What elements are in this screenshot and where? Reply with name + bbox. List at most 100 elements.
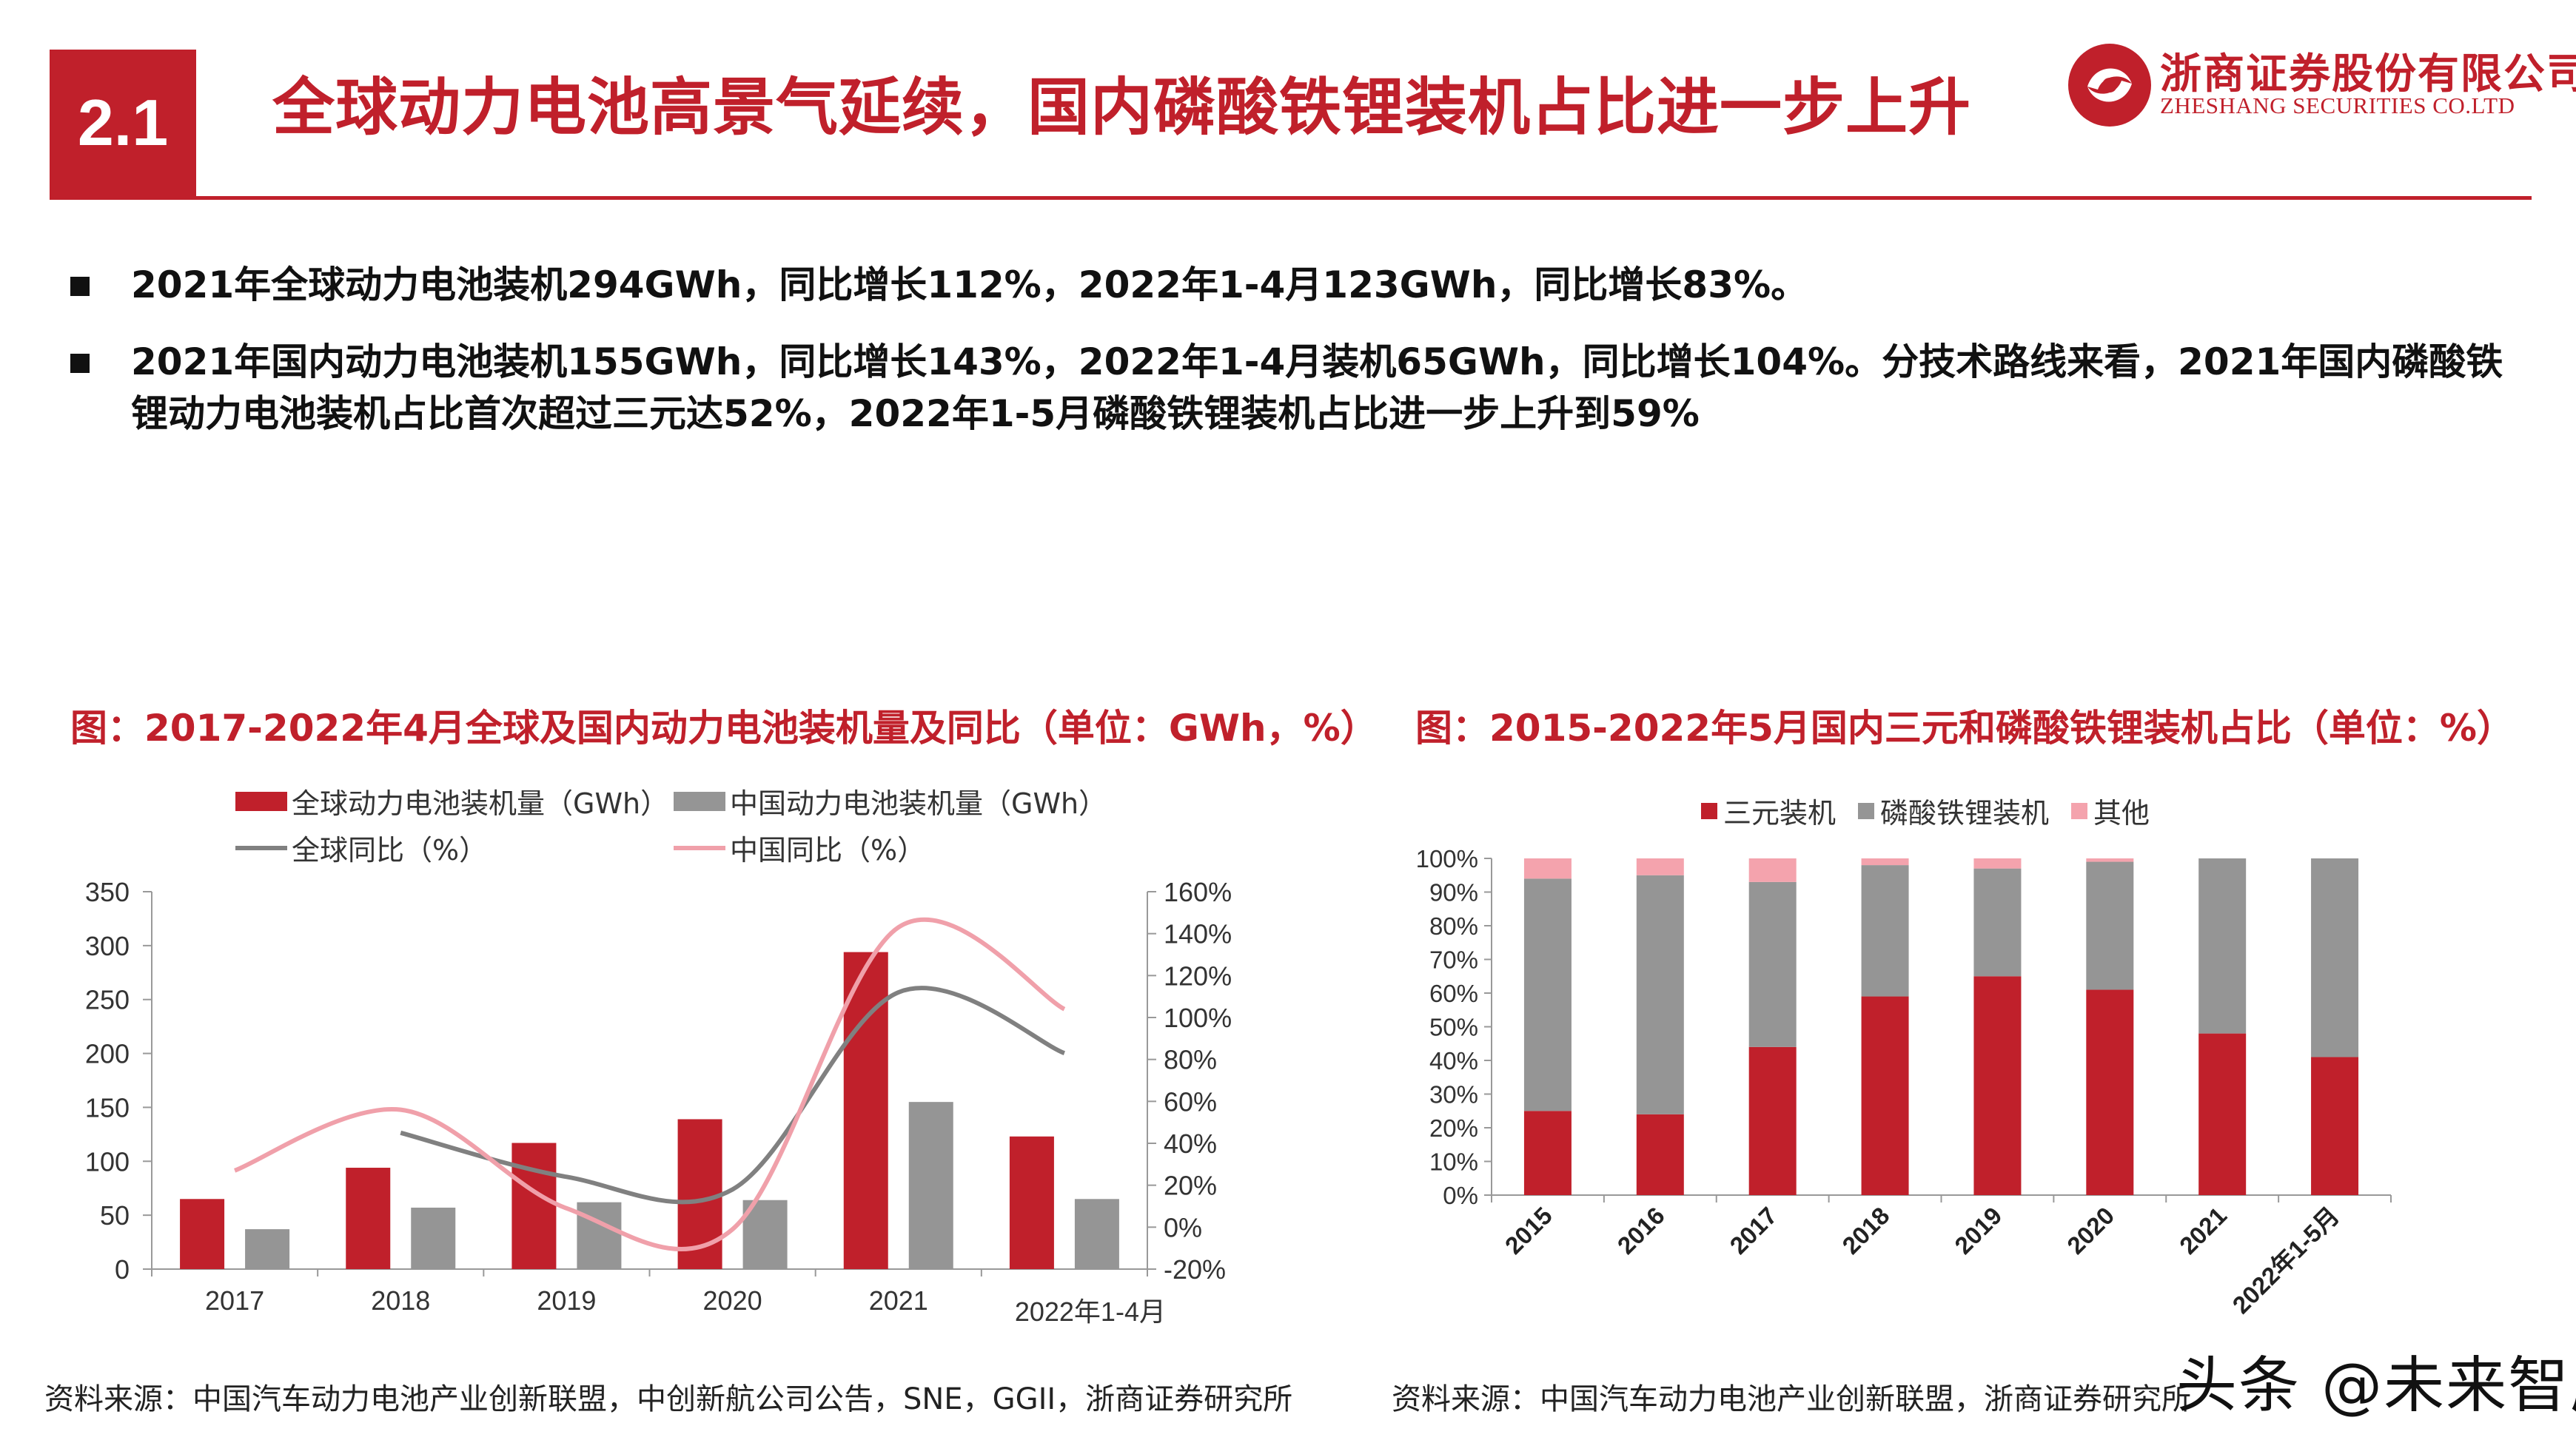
- stacked-bar-segment: [2198, 858, 2247, 1034]
- bullet-square-icon: [70, 277, 90, 296]
- stacked-bar-segment: [1636, 858, 1684, 875]
- legend-swatch: [1858, 802, 1874, 819]
- bullet-square-icon: [70, 354, 90, 373]
- stacked-bar-segment: [1748, 858, 1797, 882]
- right-stacked-chart: 0% 10% 20% 30% 40% 50% 60% 70% 80% 90% 100% 2015 201…: [1416, 845, 2392, 1319]
- x-tick-label: 2018: [1837, 1202, 1894, 1259]
- page-title: 全球动力电池高景气延续，国内磷酸铁锂装机占比进一步上升: [272, 71, 1972, 144]
- logo-company-name-cn: 浙商证券股份有限公司: [2160, 50, 2576, 98]
- y2-tick-label: 100%: [1164, 1003, 1232, 1033]
- stacked-bar-segment: [2311, 858, 2359, 1057]
- stacked-bar-segment: [2086, 858, 2134, 862]
- stacked-bar-segment: [1973, 868, 2022, 977]
- x-tick-label: 2019: [537, 1285, 596, 1316]
- bar: [180, 1199, 225, 1269]
- y-tick-label: 50: [100, 1200, 130, 1231]
- bar: [577, 1202, 622, 1269]
- bullet-text: 2021年国内动力电池装机155GWh，同比增长143%，2022年1-4月装机…: [131, 340, 2503, 435]
- stacked-bar-segment: [1973, 858, 2022, 869]
- stacked-bar-segment: [2086, 989, 2134, 1195]
- header-rule: [50, 196, 2532, 200]
- right-chart-source: 资料来源：中国汽车动力电池产业创新联盟，浙商证券研究所: [1392, 1382, 2191, 1416]
- legend-china-volume: 中国动力电池装机量（GWh）: [674, 781, 1107, 821]
- x-tick-label: 2022年1-5月: [2227, 1202, 2344, 1319]
- x-tick-label: 2017: [205, 1285, 264, 1316]
- y-tick-label: 100: [85, 1146, 130, 1177]
- y-tick-label: 60%: [1429, 980, 1478, 1007]
- bullet-item: 2021年全球动力电池装机294GWh，同比增长112%，2022年1-4月12…: [70, 259, 2513, 311]
- legend-label: 全球动力电池装机量（GWh）: [292, 787, 669, 820]
- zheshang-logo-icon: [2068, 44, 2151, 127]
- left-combo-chart: 0 50 100 150 200 250 300 350 -20% 0% 20% 40% 60% 80% 1…: [85, 877, 1232, 1327]
- bar: [1074, 1199, 1119, 1269]
- y2-tick-label: 20%: [1164, 1171, 1217, 1201]
- legend-swatch: [235, 845, 287, 850]
- y-tick-label: 200: [85, 1039, 130, 1069]
- bar: [245, 1229, 290, 1269]
- x-tick-label: 2020: [2062, 1202, 2119, 1259]
- legend-swatch: [674, 845, 725, 850]
- legend-global-yoy: 全球同比（%）: [235, 827, 487, 868]
- company-logo: 浙商证券股份有限公司 ZHESHANG SECURITIES CO.LTD: [2065, 41, 2576, 130]
- legend-label: 全球同比（%）: [292, 834, 488, 867]
- bar: [346, 1168, 391, 1269]
- y-tick-label: 40%: [1429, 1047, 1478, 1074]
- legend-swatch: [674, 791, 725, 811]
- x-tick-label: 2020: [703, 1285, 762, 1316]
- watermark: 头条 @未来智库: [2176, 1350, 2576, 1421]
- y2-tick-label: 80%: [1164, 1045, 1217, 1075]
- y-tick-label: 350: [85, 877, 130, 907]
- legend-china-yoy: 中国同比（%）: [674, 827, 925, 868]
- stacked-bar-segment: [1861, 858, 1909, 866]
- stacked-bar-segment: [2198, 1033, 2247, 1195]
- legend-swatch: [1701, 802, 1717, 819]
- y-tick-label: 150: [85, 1092, 130, 1123]
- legend-label: 中国动力电池装机量（GWh）: [730, 787, 1107, 820]
- y2-tick-label: 60%: [1164, 1086, 1217, 1117]
- x-tick-label: 2021: [2174, 1202, 2232, 1259]
- summary-bullets: 2021年全球动力电池装机294GWh，同比增长112%，2022年1-4月12…: [70, 259, 2513, 465]
- stacked-bar-segment: [1523, 858, 1572, 879]
- stacked-bar-segment: [1523, 878, 1572, 1111]
- x-tick-label: 2021: [869, 1285, 928, 1316]
- series-line: [400, 986, 1066, 1205]
- x-tick-label: 2022年1-4月: [1015, 1296, 1166, 1327]
- logo-company-name-en: ZHESHANG SECURITIES CO.LTD: [2160, 92, 2515, 118]
- y2-tick-label: 160%: [1164, 877, 1232, 907]
- bar: [511, 1143, 557, 1269]
- left-chart-title: 图：2017-2022年4月全球及国内动力电池装机量及同比（单位：GWh，%）: [70, 707, 1378, 750]
- legend-label: 中国同比（%）: [730, 834, 926, 867]
- stacked-bar-segment: [1748, 1046, 1797, 1195]
- legend-swatch: [235, 791, 287, 811]
- y-tick-label: 0: [115, 1254, 130, 1285]
- x-tick-label: 2016: [1612, 1202, 1670, 1259]
- legend-label: 其他: [2093, 797, 2150, 830]
- y-tick-label: 250: [85, 985, 130, 1015]
- y-tick-label: 80%: [1429, 912, 1478, 940]
- bar: [677, 1119, 722, 1269]
- bullet-item: 2021年国内动力电池装机155GWh，同比增长143%，2022年1-4月装机…: [70, 336, 2513, 440]
- y2-tick-label: 40%: [1164, 1128, 1217, 1159]
- left-chart-source: 资料来源：中国汽车动力电池产业创新联盟，中创新航公司公告，SNE，GGII，浙商…: [44, 1382, 1293, 1416]
- legend-global-volume: 全球动力电池装机量（GWh）: [235, 781, 668, 821]
- stacked-bar-segment: [1636, 1114, 1684, 1195]
- y-tick-label: 10%: [1429, 1148, 1478, 1176]
- x-tick-label: 2015: [1500, 1202, 1557, 1259]
- bar: [1009, 1136, 1054, 1269]
- stacked-bar-segment: [1636, 875, 1684, 1114]
- y2-tick-label: -20%: [1164, 1254, 1226, 1285]
- bar: [908, 1102, 953, 1269]
- stacked-bar-segment: [2086, 861, 2134, 990]
- y-tick-label: 70%: [1429, 946, 1478, 974]
- y2-tick-label: 120%: [1164, 961, 1232, 991]
- legend-label: 磷酸铁锂装机: [1880, 797, 2050, 830]
- y2-tick-label: 140%: [1164, 919, 1232, 949]
- stacked-bar-segment: [2311, 1057, 2359, 1195]
- stacked-bar-segment: [1748, 881, 1797, 1047]
- y-tick-label: 50%: [1429, 1014, 1478, 1041]
- y-tick-label: 20%: [1429, 1114, 1478, 1142]
- legend-other: 其他: [2071, 790, 2150, 831]
- bullet-text: 2021年全球动力电池装机294GWh，同比增长112%，2022年1-4月12…: [131, 263, 1808, 306]
- bar: [411, 1207, 456, 1269]
- stacked-bar-segment: [1861, 996, 1909, 1195]
